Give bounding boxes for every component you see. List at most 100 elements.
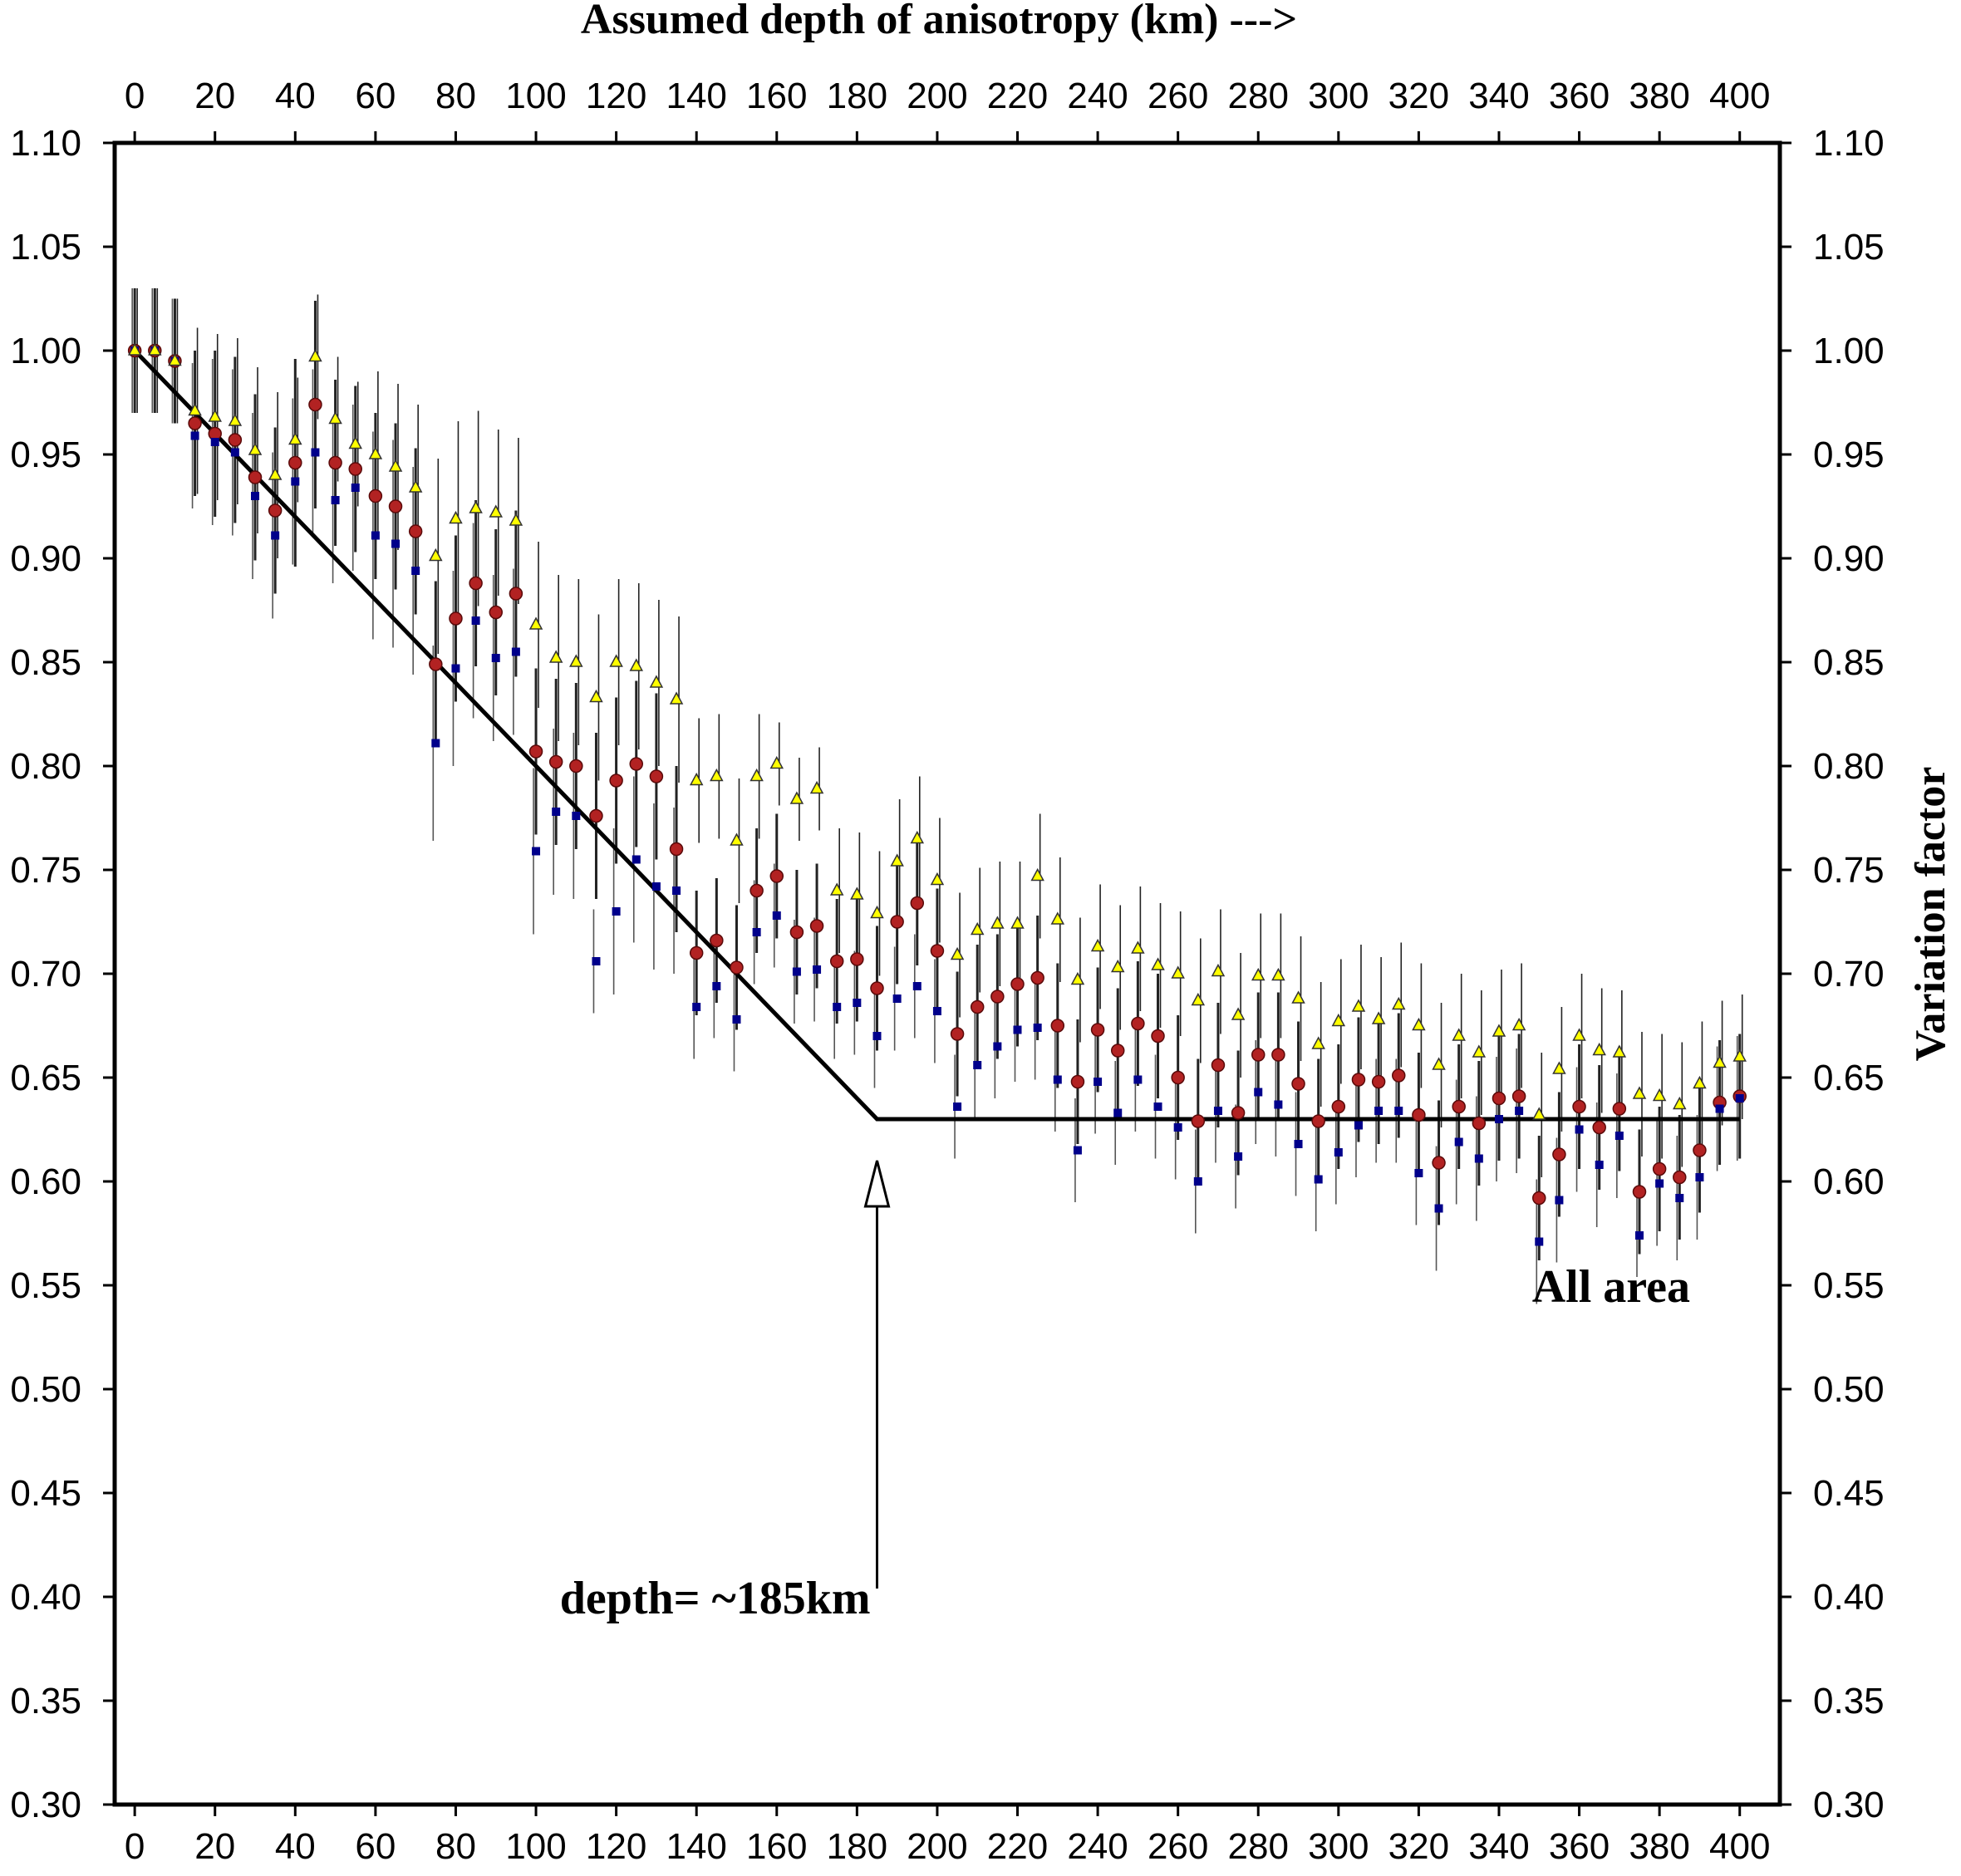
data-point-circle: [469, 576, 483, 591]
x-tick-label-bottom: 320: [1388, 1826, 1449, 1867]
data-point-circle: [228, 433, 243, 447]
data-point-triangle: [669, 691, 684, 705]
data-point-circle: [1592, 1120, 1606, 1135]
data-point-triangle: [730, 832, 744, 846]
data-point-triangle: [1191, 992, 1206, 1006]
data-point-triangle: [429, 548, 443, 562]
data-point-square: [1735, 1094, 1744, 1103]
data-point-circle: [1291, 1077, 1305, 1091]
data-point-square: [592, 957, 601, 965]
data-point-square: [1634, 1231, 1644, 1240]
data-point-circle: [730, 960, 744, 975]
data-point-square: [572, 812, 581, 820]
fit-line: [133, 349, 1740, 1122]
data-point-circle: [548, 754, 563, 769]
y-tick-label-right: 0.55: [1813, 1265, 1885, 1306]
data-point-triangle: [1231, 1007, 1246, 1020]
data-point-square: [491, 654, 500, 662]
data-point-triangle: [829, 882, 844, 896]
data-point-square: [351, 484, 360, 492]
data-point-square: [1454, 1137, 1463, 1147]
x-tick-label-top: 280: [1228, 76, 1289, 116]
y-tick-label-right: 0.90: [1813, 538, 1885, 579]
x-tick-label-bottom: 140: [666, 1826, 726, 1867]
y-tick-label-left: 0.60: [10, 1161, 81, 1202]
data-point-square: [1655, 1179, 1664, 1188]
data-point-triangle: [288, 431, 302, 445]
x-tick-label-bottom: 360: [1549, 1826, 1610, 1867]
data-point-square: [291, 477, 300, 486]
data-point-triangle: [930, 872, 945, 886]
data-point-square: [331, 496, 340, 504]
data-point-circle: [769, 869, 784, 883]
data-point-triangle: [1391, 996, 1406, 1010]
data-point-square: [892, 994, 902, 1003]
data-point-square: [1013, 1025, 1022, 1034]
data-point-triangle: [1693, 1075, 1707, 1089]
x-tick-label-bottom: 280: [1228, 1826, 1289, 1867]
x-tick-label-bottom: 400: [1709, 1826, 1770, 1867]
data-point-circle: [1572, 1099, 1586, 1114]
y-tick-label-right: 0.75: [1813, 850, 1885, 891]
data-point-circle: [388, 499, 403, 513]
x-tick-label-bottom: 0: [125, 1826, 145, 1867]
data-point-square: [1535, 1237, 1544, 1246]
data-point-square: [813, 965, 822, 974]
data-point-square: [833, 1003, 842, 1011]
data-point-square: [1575, 1125, 1584, 1134]
data-point-square: [953, 1103, 962, 1111]
x-tick-label-top: 40: [275, 76, 316, 116]
data-point-square: [532, 847, 541, 856]
data-point-triangle: [1492, 1024, 1506, 1037]
data-point-circle: [1211, 1058, 1226, 1073]
data-point-square: [752, 928, 761, 936]
x-tick-label-top: 400: [1709, 76, 1770, 116]
data-point-square: [1094, 1078, 1103, 1086]
data-point-square: [712, 982, 721, 990]
data-point-square: [973, 1061, 982, 1069]
data-point-triangle: [950, 946, 965, 960]
data-point-triangle: [1552, 1061, 1566, 1074]
data-point-square: [311, 448, 320, 457]
data-point-circle: [1673, 1170, 1687, 1185]
x-tick-label-top: 100: [505, 76, 566, 116]
data-point-triangle: [1131, 940, 1145, 954]
y-tick-label-right: 0.50: [1813, 1369, 1885, 1410]
data-point-triangle: [689, 772, 704, 786]
data-point-triangle: [368, 446, 383, 459]
data-point-triangle: [789, 791, 804, 804]
y-tick-label-left: 0.80: [10, 746, 81, 787]
x-tick-label-top: 0: [125, 76, 145, 116]
y-tick-label-left: 0.55: [10, 1265, 81, 1306]
data-point-triangle: [1532, 1107, 1546, 1120]
data-point-square: [210, 438, 219, 446]
data-point-triangle: [750, 768, 764, 782]
data-point-square: [391, 539, 401, 548]
data-point-triangle: [1652, 1088, 1667, 1102]
data-point-circle: [268, 503, 283, 518]
y-tick-label-right: 0.95: [1813, 435, 1885, 475]
data-point-triangle: [1592, 1042, 1606, 1056]
data-point-circle: [930, 944, 945, 958]
data-point-circle: [649, 769, 664, 783]
x-tick-label-top: 120: [586, 76, 646, 116]
data-point-triangle: [609, 654, 623, 667]
data-point-circle: [589, 808, 603, 823]
data-point-triangle: [127, 342, 142, 356]
top-axis-title: Assumed depth of anisotropy (km) --->: [581, 0, 1297, 43]
data-point-triangle: [449, 510, 463, 524]
data-point-triangle: [1251, 967, 1266, 981]
data-point-square: [692, 1003, 701, 1011]
y-tick-label-left: 0.65: [10, 1058, 81, 1098]
y-tick-label-right: 0.70: [1813, 954, 1885, 994]
data-point-square: [1274, 1100, 1283, 1109]
data-point-circle: [1090, 1023, 1105, 1037]
data-point-circle: [750, 883, 764, 898]
depth-arrow-head: [863, 1160, 891, 1208]
x-tick-label-bottom: 40: [275, 1826, 316, 1867]
y-tick-label-left: 0.35: [10, 1681, 81, 1721]
data-point-circle: [1110, 1044, 1125, 1058]
data-point-square: [1053, 1075, 1062, 1084]
data-point-circle: [489, 605, 503, 620]
data-point-triangle: [1572, 1028, 1586, 1041]
